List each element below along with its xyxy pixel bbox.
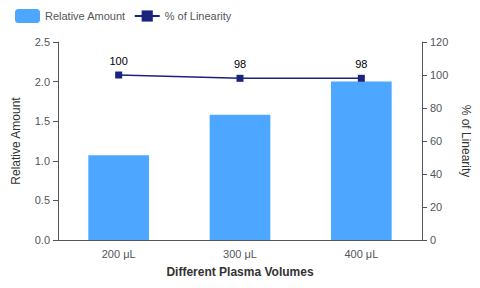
svg-text:% of Linearity: % of Linearity [165,10,232,22]
svg-text:2.0: 2.0 [35,76,50,88]
svg-text:300 μL: 300 μL [223,248,257,260]
svg-text:% of Linearity: % of Linearity [459,105,473,178]
svg-text:0.5: 0.5 [35,194,50,206]
svg-text:400 μL: 400 μL [344,248,378,260]
svg-text:20: 20 [430,201,442,213]
svg-text:60: 60 [430,135,442,147]
svg-text:0: 0 [430,234,436,246]
svg-text:1.5: 1.5 [35,115,50,127]
svg-text:1.0: 1.0 [35,155,50,167]
svg-text:Different Plasma Volumes: Different Plasma Volumes [166,265,313,279]
svg-text:Relative Amount: Relative Amount [45,10,125,22]
svg-text:40: 40 [430,168,442,180]
svg-text:100: 100 [109,55,127,67]
svg-text:120: 120 [430,36,448,48]
svg-text:2.5: 2.5 [35,36,50,48]
svg-text:98: 98 [234,58,246,70]
svg-text:200 μL: 200 μL [102,248,136,260]
svg-text:98: 98 [355,58,367,70]
svg-text:80: 80 [430,102,442,114]
svg-text:100: 100 [430,69,448,81]
svg-text:0.0: 0.0 [35,234,50,246]
svg-text:Relative Amount: Relative Amount [9,97,23,185]
